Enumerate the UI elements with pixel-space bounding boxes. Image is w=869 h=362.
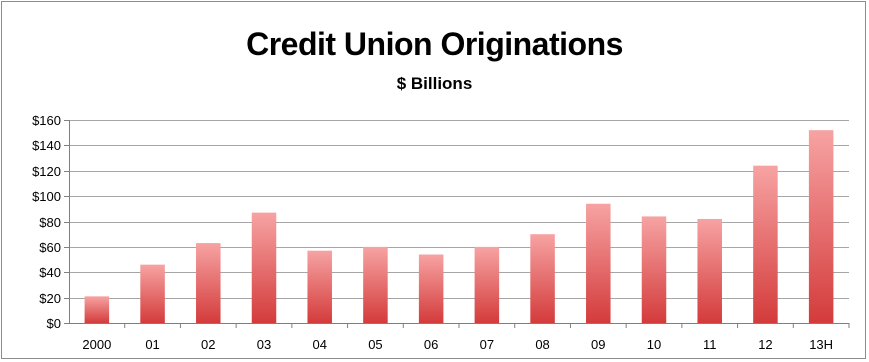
x-tick-label: 12: [758, 337, 772, 352]
tick-labels: $0 $20 $40 $60 $80 $100 $120 $140 $160 2000 01 02 03…: [32, 113, 833, 352]
bar-05: [363, 246, 388, 323]
y-tick-label: $100: [32, 189, 61, 204]
y-tick-label: $20: [39, 291, 61, 306]
bars: [84, 130, 834, 323]
axes: [64, 120, 850, 328]
x-tick-label: 04: [312, 337, 326, 352]
x-tick-label: 05: [368, 337, 382, 352]
bar-02: [196, 243, 221, 323]
x-tick-label: 03: [257, 337, 271, 352]
chart-title: Credit Union Originations: [246, 26, 623, 62]
bar-09: [586, 203, 611, 323]
y-tick-label: $40: [39, 265, 61, 280]
bar-07: [474, 246, 500, 323]
x-tick-label: 11: [703, 337, 717, 352]
x-tick-label: 2000: [82, 337, 111, 352]
bar-06: [418, 254, 444, 323]
y-tick-label: $120: [32, 164, 61, 179]
x-tick-label: 10: [647, 337, 661, 352]
bar-04: [307, 250, 332, 323]
y-tick-label: $60: [39, 240, 61, 255]
x-tick-label: 08: [535, 337, 549, 352]
x-tick-label: 02: [201, 337, 215, 352]
bar-03: [251, 212, 277, 323]
chart-subtitle: $ Billions: [396, 74, 473, 93]
x-tick-label: 07: [480, 337, 494, 352]
y-tick-label: $160: [32, 113, 61, 128]
x-tick-label: 13H: [809, 337, 833, 352]
y-tick-label: $0: [47, 316, 61, 331]
bar-10: [641, 216, 667, 323]
x-tick-label: 09: [591, 337, 605, 352]
bar-08: [530, 234, 555, 323]
y-tick-label: $80: [39, 215, 61, 230]
gridlines: [69, 120, 849, 299]
bar-13H: [808, 130, 834, 323]
x-tick-label: 06: [424, 337, 438, 352]
bar-01: [140, 264, 165, 323]
bar-11: [697, 218, 722, 323]
y-tick-label: $140: [32, 138, 61, 153]
bar-12: [753, 165, 778, 323]
bar-2000: [84, 296, 110, 323]
x-tick-label: 01: [145, 337, 159, 352]
